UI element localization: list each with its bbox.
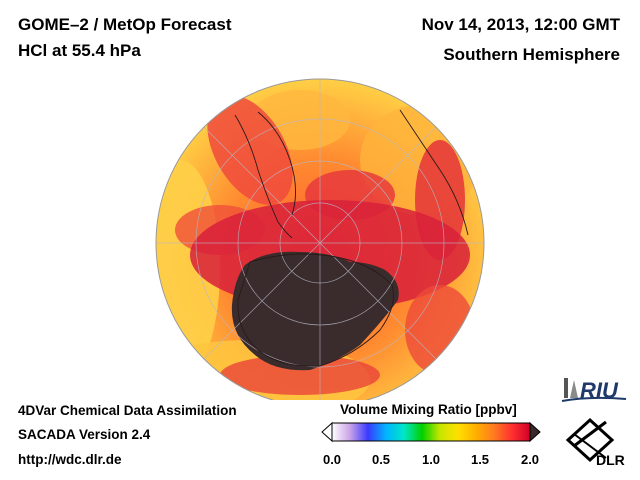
region-label: Southern Hemisphere <box>443 45 620 64</box>
colorbar <box>321 421 541 443</box>
riu-logo: RIU <box>561 378 627 403</box>
colorbar-high-arrow <box>529 421 541 443</box>
colorbar-title: Volume Mixing Ratio [ppbv] <box>340 402 517 417</box>
colorbar-tick: 0.0 <box>322 452 342 467</box>
forecast-date: Nov 14, 2013, 12:00 GMT <box>421 15 620 34</box>
colorbar-tick: 1.0 <box>421 452 441 467</box>
hemisphere-map <box>155 78 485 400</box>
colorbar-gradient <box>331 422 531 442</box>
polar-vortex <box>231 251 399 371</box>
map-subtitle: HCl at 55.4 hPa <box>18 41 141 60</box>
dlr-logo-text: DLR <box>596 452 625 468</box>
colorbar-tick: 2.0 <box>520 452 540 467</box>
colorbar-tick: 0.5 <box>371 452 391 467</box>
hcl-field <box>156 79 484 400</box>
colorbar-tick: 1.5 <box>470 452 490 467</box>
dlr-logo: DLR <box>565 417 625 468</box>
map-title: GOME–2 / MetOp Forecast <box>18 15 232 34</box>
footer-line-2: SACADA Version 2.4 <box>18 427 151 442</box>
globe-outline <box>155 78 485 400</box>
footer-line-1: 4DVar Chemical Data Assimilation <box>18 403 237 418</box>
colorbar-low-arrow <box>321 421 333 443</box>
footer-line-3: http://wdc.dlr.de <box>18 452 122 467</box>
